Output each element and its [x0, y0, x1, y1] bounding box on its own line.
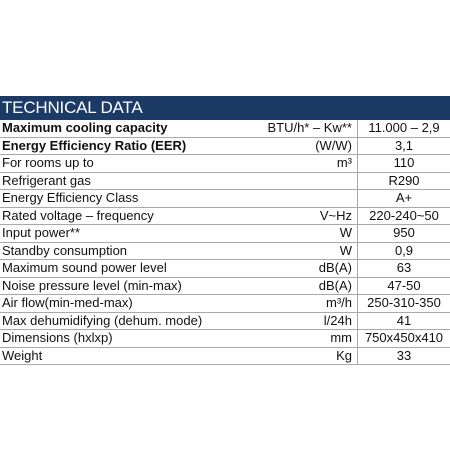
- row-unit: l/24h: [323, 312, 352, 328]
- row-label: Rated voltage – frequency: [2, 207, 154, 223]
- row-label: Refrigerant gas: [2, 172, 91, 188]
- row-unit: W: [339, 242, 352, 258]
- table-row: Standby consumption W 0,9: [0, 242, 450, 260]
- column-divider: [357, 190, 358, 207]
- row-label: For rooms up to: [2, 155, 94, 170]
- table-row: Air flow(min-med-max) m³/h 250-310-350: [0, 295, 450, 313]
- row-value: 47-50: [387, 277, 421, 293]
- row-unit: (W/W): [315, 137, 352, 153]
- row-unit: BTU/h* – Kw**: [267, 120, 352, 135]
- table-row: Dimensions (hxlxp) mm 750x450x410: [0, 330, 450, 348]
- row-label: Dimensions (hxlxp): [2, 330, 113, 345]
- row-value: 110: [393, 155, 415, 170]
- row-value: 950: [393, 225, 415, 240]
- row-label: Energy Efficiency Class: [2, 190, 139, 205]
- table-row: Refrigerant gas R290: [0, 172, 450, 190]
- row-label: Maximum sound power level: [2, 260, 167, 275]
- row-label: Input power**: [2, 225, 81, 240]
- row-label: Standby consumption: [2, 242, 128, 258]
- row-label: Noise pressure level (min-max): [2, 277, 182, 293]
- row-label: Weight: [2, 347, 43, 363]
- row-unit: mm: [330, 330, 352, 345]
- table-row: For rooms up to m³ 110: [0, 155, 450, 173]
- table-row: Maximum sound power level dB(A) 63: [0, 260, 450, 278]
- technical-data-table: Maximum cooling capacity BTU/h* – Kw** 1…: [0, 120, 450, 365]
- column-divider: [357, 137, 358, 155]
- row-unit: W: [339, 225, 352, 240]
- column-divider: [357, 312, 358, 330]
- table-row: Weight Kg 33: [0, 347, 450, 365]
- column-divider: [357, 172, 358, 190]
- column-divider: [357, 347, 358, 365]
- column-divider: [357, 120, 358, 137]
- row-unit: m³: [336, 155, 352, 170]
- table-title: TECHNICAL DATA: [2, 98, 143, 117]
- row-value: 33: [396, 347, 412, 363]
- row-value: 63: [396, 260, 412, 275]
- row-label: Maximum cooling capacity: [2, 120, 168, 135]
- row-value: 3,1: [394, 137, 414, 153]
- row-unit: dB(A): [318, 260, 352, 275]
- table-row: Energy Efficiency Class A+: [0, 190, 450, 208]
- row-unit: Kg: [336, 347, 352, 363]
- table-row: Rated voltage – frequency V~Hz 220-240~5…: [0, 207, 450, 225]
- row-label: Air flow(min-med-max): [2, 295, 133, 310]
- row-value: R290: [388, 172, 420, 188]
- table-row: Input power** W 950: [0, 225, 450, 243]
- column-divider: [357, 155, 358, 172]
- column-divider: [357, 260, 358, 277]
- column-divider: [357, 295, 358, 312]
- column-divider: [357, 277, 358, 295]
- table-row: Energy Efficiency Ratio (EER) (W/W) 3,1: [0, 137, 450, 155]
- table-header: TECHNICAL DATA: [0, 96, 450, 120]
- row-value: 220-240~50: [369, 207, 439, 223]
- column-divider: [357, 242, 358, 260]
- row-label: Max dehumidifying (dehum. mode): [2, 312, 203, 328]
- row-value: 11.000 – 2,9: [368, 120, 440, 135]
- column-divider: [357, 330, 358, 347]
- column-divider: [357, 207, 358, 225]
- table-row: Maximum cooling capacity BTU/h* – Kw** 1…: [0, 120, 450, 138]
- column-divider: [357, 225, 358, 242]
- table-row: Max dehumidifying (dehum. mode) l/24h 41: [0, 312, 450, 330]
- row-value: A+: [395, 190, 413, 205]
- row-value: 0,9: [394, 242, 414, 258]
- row-unit: V~Hz: [319, 207, 352, 223]
- row-value: 750x450x410: [364, 330, 444, 345]
- table-row: Noise pressure level (min-max) dB(A) 47-…: [0, 277, 450, 295]
- row-value: 250-310-350: [367, 295, 441, 310]
- row-label: Energy Efficiency Ratio (EER): [2, 137, 187, 153]
- row-value: 41: [396, 312, 412, 328]
- row-unit: dB(A): [318, 277, 352, 293]
- row-unit: m³/h: [326, 295, 352, 310]
